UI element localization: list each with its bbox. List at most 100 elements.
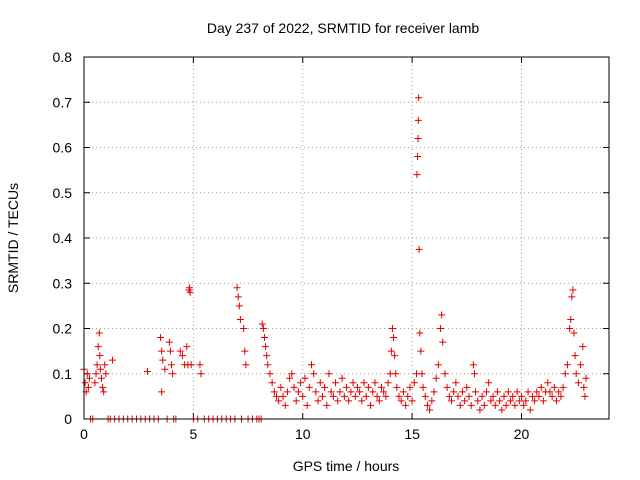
data-point <box>415 245 423 253</box>
data-point <box>555 388 563 396</box>
data-point <box>176 347 184 355</box>
data-point <box>159 356 167 364</box>
data-point <box>437 325 445 332</box>
data-point <box>402 401 410 409</box>
data-point <box>574 379 582 387</box>
data-point <box>387 347 395 355</box>
data-point <box>423 401 431 409</box>
data-point <box>286 374 294 382</box>
data-point <box>504 388 512 396</box>
data-point <box>414 153 422 161</box>
data-point <box>314 397 322 405</box>
data-point <box>520 401 528 409</box>
data-point <box>308 361 315 369</box>
data-point <box>277 383 285 391</box>
data-point <box>390 334 398 342</box>
data-point <box>84 383 92 391</box>
data-point <box>283 388 291 396</box>
data-point <box>553 397 560 405</box>
data-point <box>452 379 460 387</box>
data-point <box>241 347 249 355</box>
data-point <box>96 365 104 373</box>
data-point <box>270 388 278 396</box>
x-tick-label: 5 <box>189 426 197 442</box>
y-axis-label: SRMTID / TECUs <box>5 183 21 293</box>
data-point <box>367 401 375 409</box>
data-point <box>428 397 436 405</box>
data-point <box>498 406 506 414</box>
data-point <box>312 388 320 396</box>
data-point <box>509 392 517 400</box>
data-point <box>392 370 400 378</box>
data-point <box>235 302 243 310</box>
data-point <box>384 379 392 387</box>
data-point <box>421 392 429 400</box>
data-point <box>375 397 383 405</box>
data-point <box>572 370 580 378</box>
y-tick-label: 0.1 <box>53 366 73 382</box>
y-tick-label: 0.6 <box>53 140 73 156</box>
data-point <box>502 401 510 409</box>
data-point <box>430 388 438 396</box>
data-point <box>454 392 462 400</box>
data-point <box>186 288 194 296</box>
data-point <box>414 116 422 124</box>
data-point <box>568 293 576 301</box>
data-point <box>343 383 350 391</box>
x-tick-label: 10 <box>295 426 311 442</box>
data-point <box>533 388 541 396</box>
data-point <box>100 388 108 396</box>
data-point <box>158 388 166 396</box>
data-point <box>561 370 569 378</box>
data-point <box>397 397 405 405</box>
data-point <box>93 361 101 369</box>
data-point <box>491 401 499 409</box>
y-tick-label: 0.3 <box>53 275 73 291</box>
data-point <box>507 397 515 405</box>
data-point <box>234 293 242 301</box>
data-point <box>347 388 355 396</box>
x-tick-label: 0 <box>80 426 88 442</box>
x-tick-label: 15 <box>404 426 420 442</box>
data-point <box>299 392 307 400</box>
data-point <box>418 370 426 378</box>
data-point <box>85 374 93 382</box>
data-point <box>279 392 287 400</box>
y-tick-label: 0.8 <box>53 49 73 65</box>
data-point <box>356 388 364 396</box>
data-point <box>98 374 105 382</box>
data-point <box>582 374 590 382</box>
data-point <box>290 383 298 391</box>
data-point <box>535 392 543 400</box>
data-point <box>345 397 353 405</box>
data-point <box>406 383 414 391</box>
data-point <box>281 401 289 409</box>
data-point <box>288 370 296 378</box>
data-point <box>378 383 385 391</box>
data-point <box>439 338 447 346</box>
data-point <box>102 370 110 378</box>
data-point <box>469 361 477 369</box>
data-point <box>489 392 497 400</box>
data-point <box>94 343 102 351</box>
plot-frame <box>83 56 610 420</box>
data-point <box>96 352 104 360</box>
y-tick-label: 0.4 <box>53 230 73 246</box>
data-point <box>99 383 107 391</box>
data-point <box>448 397 455 405</box>
data-point <box>264 361 272 369</box>
data-point <box>445 392 453 400</box>
data-point <box>472 388 480 396</box>
data-point <box>563 361 571 369</box>
data-point <box>577 361 585 369</box>
data-point <box>318 392 326 400</box>
data-point <box>259 325 267 332</box>
data-point <box>349 379 357 387</box>
data-point <box>373 392 381 400</box>
data-point <box>548 392 556 400</box>
data-point <box>266 370 274 378</box>
data-point <box>260 334 268 342</box>
data-point <box>410 379 418 387</box>
data-point <box>380 388 388 396</box>
